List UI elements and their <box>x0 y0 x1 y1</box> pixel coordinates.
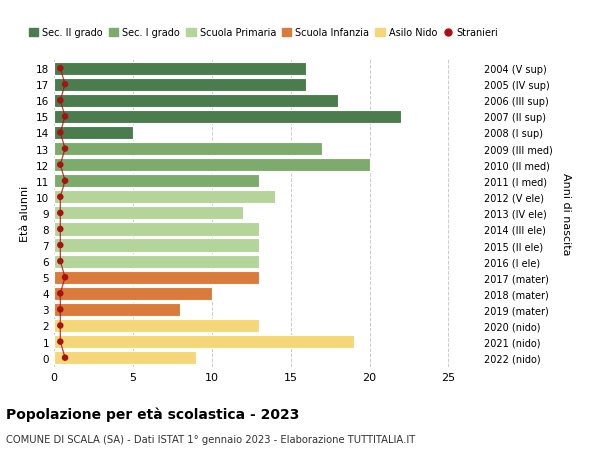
Legend: Sec. II grado, Sec. I grado, Scuola Primaria, Scuola Infanzia, Asilo Nido, Stran: Sec. II grado, Sec. I grado, Scuola Prim… <box>25 24 502 42</box>
Y-axis label: Età alunni: Età alunni <box>20 185 31 241</box>
Bar <box>54 207 244 220</box>
Point <box>56 322 65 330</box>
Text: Popolazione per età scolastica - 2023: Popolazione per età scolastica - 2023 <box>6 406 299 421</box>
Bar <box>54 111 401 124</box>
Bar <box>54 271 259 284</box>
Point <box>60 178 70 185</box>
Point <box>60 146 70 153</box>
Point <box>60 274 70 281</box>
Point <box>56 194 65 201</box>
Point <box>56 210 65 217</box>
Point <box>60 113 70 121</box>
Bar <box>54 78 307 92</box>
Text: COMUNE DI SCALA (SA) - Dati ISTAT 1° gennaio 2023 - Elaborazione TUTTITALIA.IT: COMUNE DI SCALA (SA) - Dati ISTAT 1° gen… <box>6 434 415 444</box>
Point <box>56 242 65 249</box>
Bar <box>54 351 196 364</box>
Point <box>56 97 65 105</box>
Point <box>56 338 65 346</box>
Point <box>56 162 65 169</box>
Bar <box>54 143 322 156</box>
Point <box>56 226 65 233</box>
Bar <box>54 319 259 332</box>
Bar <box>54 175 259 188</box>
Bar <box>54 255 259 268</box>
Bar <box>54 223 259 236</box>
Point <box>56 258 65 265</box>
Point <box>56 290 65 297</box>
Bar <box>54 159 370 172</box>
Point <box>56 306 65 313</box>
Bar <box>54 287 212 300</box>
Bar <box>54 239 259 252</box>
Bar <box>54 127 133 140</box>
Bar <box>54 191 275 204</box>
Bar <box>54 303 180 316</box>
Y-axis label: Anni di nascita: Anni di nascita <box>561 172 571 255</box>
Point <box>56 65 65 73</box>
Bar <box>54 335 354 348</box>
Point <box>56 129 65 137</box>
Bar <box>54 62 307 76</box>
Point <box>60 354 70 362</box>
Point <box>60 81 70 89</box>
Bar <box>54 95 338 108</box>
